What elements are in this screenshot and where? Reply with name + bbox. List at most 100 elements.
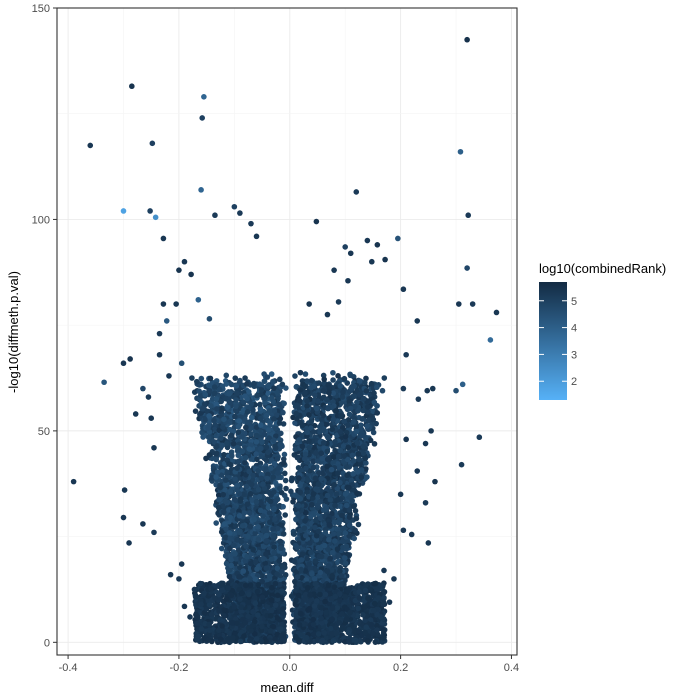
data-point [277, 485, 283, 492]
data-point [271, 385, 277, 391]
data-point [224, 404, 231, 411]
data-point [264, 475, 271, 482]
data-point [263, 444, 270, 450]
data-point [226, 390, 232, 397]
data-point [256, 381, 263, 387]
data-point [206, 413, 212, 419]
data-point [221, 613, 227, 619]
data-point [263, 538, 270, 544]
data-point [243, 483, 250, 490]
data-point [251, 516, 258, 523]
data-point [355, 521, 362, 528]
data-point [206, 627, 213, 634]
data-point [263, 457, 270, 464]
data-point [259, 594, 266, 601]
data-point [282, 477, 289, 484]
data-point [263, 551, 269, 557]
data-point [208, 585, 214, 592]
data-point [242, 393, 248, 399]
data-point [219, 442, 225, 449]
data-point [211, 417, 217, 424]
data-point [228, 432, 235, 439]
data-point [228, 381, 235, 388]
data-point [257, 507, 264, 514]
data-point [250, 609, 256, 615]
data-point [273, 498, 279, 504]
data-point [205, 434, 212, 441]
data-point [232, 523, 239, 529]
data-point [276, 401, 282, 408]
data-point [217, 636, 224, 643]
data-point [272, 443, 278, 450]
data-point [255, 467, 261, 474]
data-point [263, 412, 270, 419]
data-point [197, 580, 204, 587]
data-point [232, 550, 238, 557]
data-point [236, 574, 242, 580]
data-point [279, 381, 286, 388]
data-point [230, 542, 237, 549]
data-point [214, 406, 220, 412]
data-point [242, 459, 248, 466]
data-point [257, 422, 264, 428]
data-point [241, 633, 247, 639]
data-point [244, 381, 250, 387]
data-point [247, 523, 254, 530]
data-point [239, 448, 246, 455]
data-point [202, 391, 209, 398]
data-point [302, 371, 309, 377]
data-point [216, 386, 223, 393]
data-point [250, 472, 256, 479]
data-point [226, 573, 233, 580]
data-point [281, 451, 288, 458]
data-point [270, 378, 276, 385]
data-point [246, 446, 253, 452]
data-point [248, 560, 254, 567]
data-point [276, 558, 283, 564]
data-point [231, 604, 238, 610]
data-point [330, 377, 336, 383]
data-point [241, 510, 248, 516]
data-point [271, 416, 277, 422]
data-point [194, 378, 200, 385]
data-point [268, 607, 275, 614]
data-point [232, 413, 238, 420]
data-point [222, 395, 229, 402]
data-point [257, 415, 264, 422]
data-point [247, 491, 254, 497]
data-point [271, 505, 278, 512]
data-point [252, 600, 259, 607]
data-point [242, 582, 249, 589]
data-point [196, 388, 202, 394]
data-point [216, 496, 222, 503]
data-point [265, 383, 272, 390]
data-point [272, 602, 279, 608]
data-point [220, 491, 227, 498]
data-point [255, 524, 261, 530]
data-point [230, 507, 236, 514]
data-point [335, 552, 342, 559]
data-point [246, 468, 252, 475]
data-point [245, 591, 252, 598]
data-point [265, 449, 271, 456]
data-point [289, 475, 295, 481]
data-point [278, 545, 284, 552]
data-point [260, 556, 267, 562]
data-point [276, 465, 282, 471]
data-point [258, 638, 265, 645]
data-point [213, 520, 219, 526]
data-point [379, 387, 386, 394]
data-point [281, 636, 287, 643]
data-point [233, 403, 239, 409]
data-point [211, 426, 218, 433]
data-point [254, 566, 260, 572]
data-point [268, 597, 275, 603]
data-point [223, 596, 230, 602]
data-point [254, 588, 261, 595]
data-point [246, 637, 253, 644]
data-point [239, 523, 246, 529]
data-point [242, 620, 249, 626]
data-point [232, 496, 238, 503]
data-point [248, 627, 254, 634]
data-point [206, 452, 213, 458]
